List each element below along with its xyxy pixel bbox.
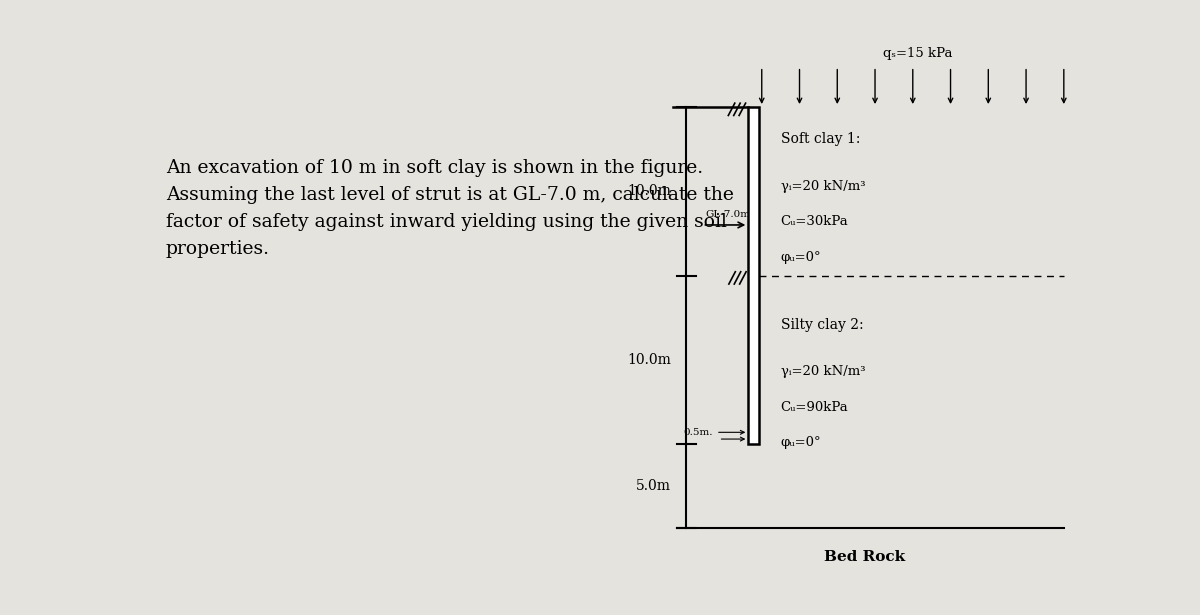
Text: γᵢ=20 kN/m³: γᵢ=20 kN/m³	[781, 180, 865, 192]
Text: An excavation of 10 m in soft clay is shown in the figure.
Assuming the last lev: An excavation of 10 m in soft clay is sh…	[166, 159, 733, 258]
Text: Cᵤ=90kPa: Cᵤ=90kPa	[781, 400, 848, 413]
Text: 5.0m: 5.0m	[636, 479, 671, 493]
Text: 10.0m: 10.0m	[628, 353, 671, 367]
Text: φᵤ=0°: φᵤ=0°	[781, 436, 821, 449]
Text: φᵤ=0°: φᵤ=0°	[781, 251, 821, 264]
Text: Silty clay 2:: Silty clay 2:	[781, 318, 863, 331]
Text: qₛ=15 kPa: qₛ=15 kPa	[883, 47, 953, 60]
Text: Bed Rock: Bed Rock	[823, 550, 905, 564]
Text: 10.0m: 10.0m	[628, 184, 671, 198]
Text: Soft clay 1:: Soft clay 1:	[781, 132, 860, 146]
Text: GL-7.0m: GL-7.0m	[706, 210, 750, 220]
Bar	[749, 107, 760, 444]
Text: γᵢ=20 kN/m³: γᵢ=20 kN/m³	[781, 365, 865, 378]
Text: 0.5m.: 0.5m.	[684, 428, 713, 437]
Text: Cᵤ=30kPa: Cᵤ=30kPa	[781, 215, 848, 228]
